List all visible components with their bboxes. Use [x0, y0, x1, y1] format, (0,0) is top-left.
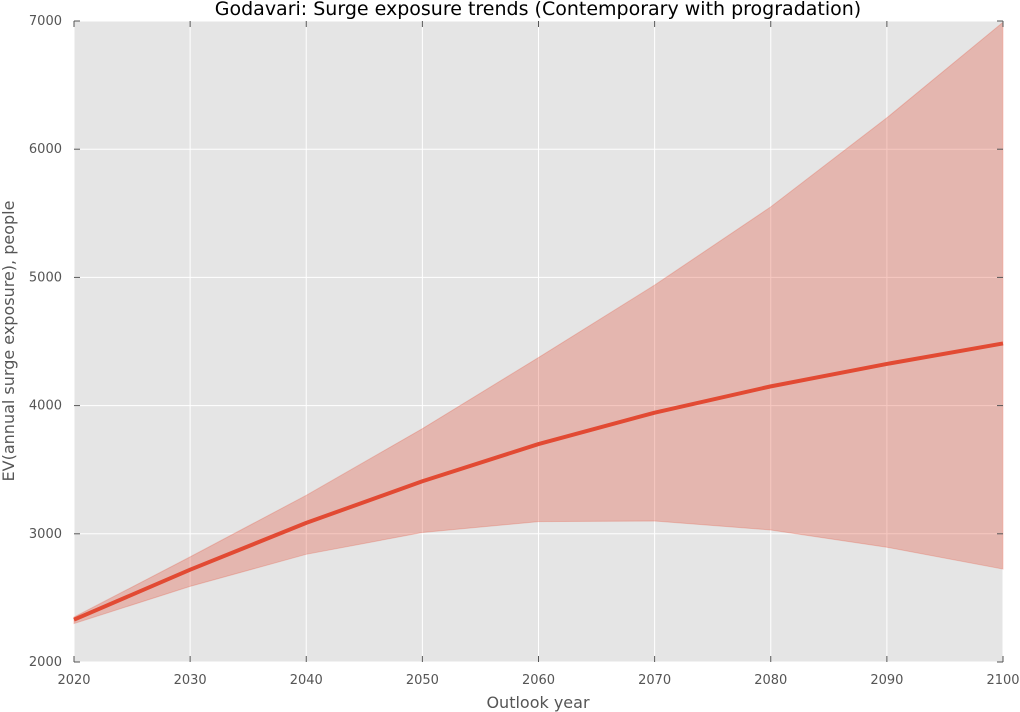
y-tick-label: 3000 [29, 527, 62, 542]
x-tick-label: 2030 [174, 673, 207, 688]
x-tick-labels: 2020 2030 2040 2050 2060 2070 2080 2090 2100 [57, 673, 1019, 688]
confidence-band [73, 21, 1004, 625]
y-tick-label: 2000 [29, 655, 62, 670]
x-tick-label: 2100 [986, 673, 1019, 688]
y-tick-label: 6000 [29, 142, 62, 157]
x-tick-label: 2070 [638, 673, 671, 688]
x-tick-label: 2050 [406, 673, 439, 688]
y-tick-label: 7000 [29, 14, 62, 29]
x-tick-label: 2080 [754, 673, 787, 688]
uncertainty-band [73, 21, 1004, 625]
y-tick-label: 4000 [29, 399, 62, 414]
y-tick-labels: 2000 3000 4000 5000 6000 7000 [29, 14, 62, 670]
series-lines [73, 341, 1004, 622]
chart-title: Godavari: Surge exposure trends (Contemp… [215, 0, 861, 20]
x-axis-label: Outlook year [486, 693, 590, 712]
x-tick-label: 2060 [522, 673, 555, 688]
x-tick-label: 2020 [57, 673, 90, 688]
axis-ticks [73, 20, 1004, 663]
y-tick-label: 5000 [29, 270, 62, 285]
y-axis-label: EV(annual surge exposure), people [0, 201, 18, 482]
x-tick-label: 2040 [290, 673, 323, 688]
x-tick-label: 2090 [870, 673, 903, 688]
